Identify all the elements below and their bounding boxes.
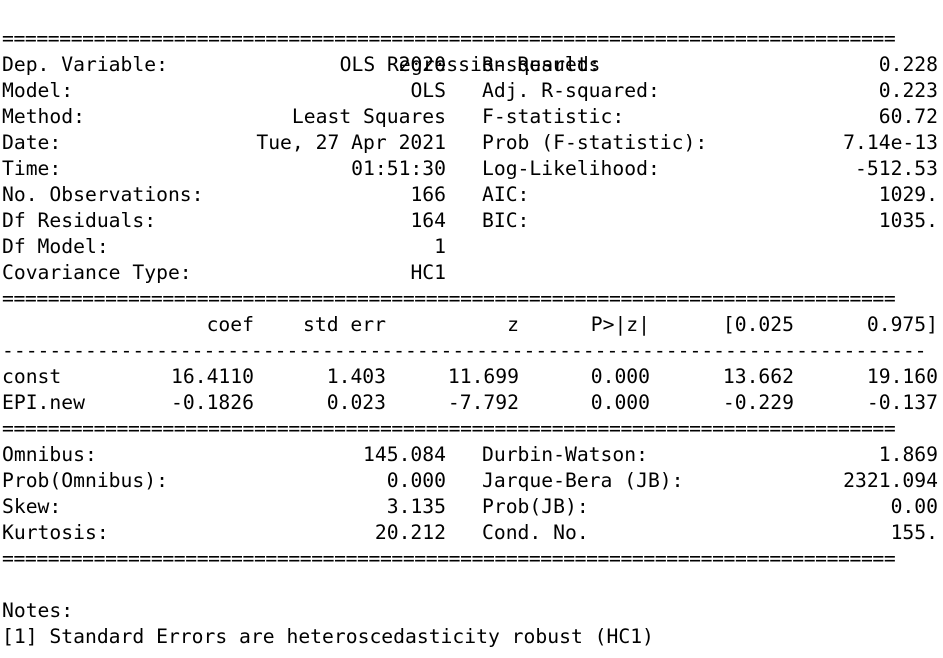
coef-column-header: coef — [206, 313, 254, 336]
summary-stat-label: F-statistic: — [482, 105, 625, 128]
summary-label: Df Model: — [2, 235, 109, 258]
coef-divider: ========================================… — [2, 417, 896, 440]
page-title: OLS Regression Results — [339, 53, 601, 76]
table-row: const 16.4110 1.403 11.699 0.000 13.662 19.160 — [2, 364, 938, 390]
summary-label: No. Observations: — [2, 183, 204, 206]
summary-label: Method: — [2, 105, 85, 128]
diagnostic-stat-label: Durbin-Watson: — [482, 443, 648, 466]
diagnostic-row: Kurtosis: 20.212 Cond. No. 155. — [2, 520, 938, 546]
blank-line — [2, 572, 938, 598]
note-item: [1] Standard Errors are heteroscedastici… — [2, 625, 654, 648]
coef-variable-name: const — [2, 365, 62, 388]
diagnostic-value: 3.135 — [386, 495, 446, 518]
summary-label: Df Residuals: — [2, 209, 157, 232]
coef-cell: -0.229 — [722, 391, 794, 414]
coef-cell: 16.4110 — [171, 365, 254, 388]
summary-value: Least Squares — [291, 105, 446, 128]
summary-row: Dep. Variable: 2020 R-squared: 0.228 — [2, 52, 938, 78]
coef-cell: 1.403 — [326, 365, 386, 388]
diagnostic-stat-value: 0.00 — [890, 495, 938, 518]
coef-column-header: [0.025 — [722, 313, 794, 336]
summary-stat-label: BIC: — [482, 209, 530, 232]
summary-row: No. Observations: 166 AIC: 1029. — [2, 182, 938, 208]
coef-cell: 0.023 — [326, 391, 386, 414]
summary-stat-label: AIC: — [482, 183, 530, 206]
coef-cell: -0.1826 — [171, 391, 254, 414]
diagnostic-stat-label: Jarque-Bera (JB): — [482, 469, 684, 492]
summary-value: 1 — [434, 235, 446, 258]
coef-cell: 11.699 — [447, 365, 519, 388]
summary-stat-label: Prob (F-statistic): — [482, 131, 708, 154]
summary-row: Date: Tue, 27 Apr 2021 Prob (F-statistic):… — [2, 130, 938, 156]
summary-row: Covariance Type: HC1 — [2, 260, 938, 286]
summary-row: Method: Least Squares F-statistic: 60.72 — [2, 104, 938, 130]
summary-row: Df Model: 1 — [2, 234, 938, 260]
summary-stat-label: Log-Likelihood: — [482, 157, 660, 180]
coef-cell: 0.000 — [590, 365, 650, 388]
diagnostic-stat-label: Prob(JB): — [482, 495, 589, 518]
diagnostic-stat-value: 1.869 — [878, 443, 938, 466]
diagnostic-label: Omnibus: — [2, 443, 97, 466]
diagnostic-row: Skew: 3.135 Prob(JB): 0.00 — [2, 494, 938, 520]
summary-row: Model: OLS Adj. R-squared: 0.223 — [2, 78, 938, 104]
summary-value: 01:51:30 — [351, 157, 446, 180]
coef-header-divider: ----------------------------------------… — [2, 339, 927, 362]
summary-label: Time: — [2, 157, 62, 180]
diagnostic-label: Skew: — [2, 495, 62, 518]
notes-heading: Notes: — [2, 599, 74, 622]
summary-stat-value: 0.228 — [878, 53, 938, 76]
diagnostics-section: Omnibus: 145.084 Durbin-Watson: 1.869 Prob(O… — [2, 442, 938, 546]
diagnostic-stat-value: 2321.094 — [843, 469, 938, 492]
coef-column-header: std err — [303, 313, 386, 336]
summary-label: Model: — [2, 79, 74, 102]
diagnostic-value: 145.084 — [363, 443, 446, 466]
diagnostic-value: 0.000 — [386, 469, 446, 492]
top-divider: ========================================… — [2, 27, 896, 50]
coef-table-body: const 16.4110 1.403 11.699 0.000 13.662 19.160… — [2, 364, 938, 416]
diagnostic-row: Omnibus: 145.084 Durbin-Watson: 1.869 — [2, 442, 938, 468]
table-row: EPI.new -0.1826 0.023 -7.792 0.000 -0.229 -0.1… — [2, 390, 938, 416]
summary-stat-value: 1035. — [878, 209, 938, 232]
diagnostic-stat-value: 155. — [890, 521, 938, 544]
coef-cell: 0.000 — [590, 391, 650, 414]
summary-value: 166 — [410, 183, 446, 206]
coef-cell: 19.160 — [866, 365, 938, 388]
summary-value: 164 — [410, 209, 446, 232]
diagnostic-row: Prob(Omnibus): 0.000 Jarque-Bera (JB): 2321… — [2, 468, 938, 494]
summary-value: Tue, 27 Apr 2021 — [256, 131, 446, 154]
summary-stat-value: 60.72 — [878, 105, 938, 128]
coef-column-header: P>|z| — [590, 313, 650, 336]
summary-label: Dep. Variable: — [2, 53, 168, 76]
diagnostic-label: Prob(Omnibus): — [2, 469, 168, 492]
coef-column-header: z — [507, 313, 519, 336]
coef-cell: 13.662 — [722, 365, 794, 388]
coef-variable-name: EPI.new — [2, 391, 85, 414]
diagnostic-value: 20.212 — [374, 521, 446, 544]
summary-divider: ========================================… — [2, 287, 896, 310]
coef-table-header: coef std err z P>|z| [0.025 0.975] — [2, 312, 938, 338]
diagnostic-label: Kurtosis: — [2, 521, 109, 544]
notes-list: [1] Standard Errors are heteroscedastici… — [2, 624, 938, 650]
coef-column-header: 0.975] — [866, 313, 938, 336]
summary-row: Time: 01:51:30 Log-Likelihood: -512.53 — [2, 156, 938, 182]
summary-stat-value: -512.53 — [855, 157, 938, 180]
summary-label: Date: — [2, 131, 62, 154]
diagnostic-stat-label: Cond. No. — [482, 521, 589, 544]
summary-stat-label: R-squared: — [482, 53, 601, 76]
summary-stat-value: 7.14e-13 — [843, 131, 938, 154]
summary-stat-value: 0.223 — [878, 79, 938, 102]
summary-value: HC1 — [410, 261, 446, 284]
title-row: OLS Regression Results — [2, 0, 938, 76]
summary-stat-label: Adj. R-squared: — [482, 79, 660, 102]
bottom-divider: ========================================… — [2, 547, 896, 570]
model-summary-section: Dep. Variable: 2020 R-squared: 0.228 Model: O… — [2, 52, 938, 286]
summary-value: 2020 — [398, 53, 446, 76]
summary-label: Covariance Type: — [2, 261, 192, 284]
coef-cell: -0.137 — [866, 391, 938, 414]
coef-cell: -7.792 — [447, 391, 519, 414]
summary-row: Df Residuals: 164 BIC: 1035. — [2, 208, 938, 234]
summary-stat-value: 1029. — [878, 183, 938, 206]
summary-value: OLS — [410, 79, 446, 102]
